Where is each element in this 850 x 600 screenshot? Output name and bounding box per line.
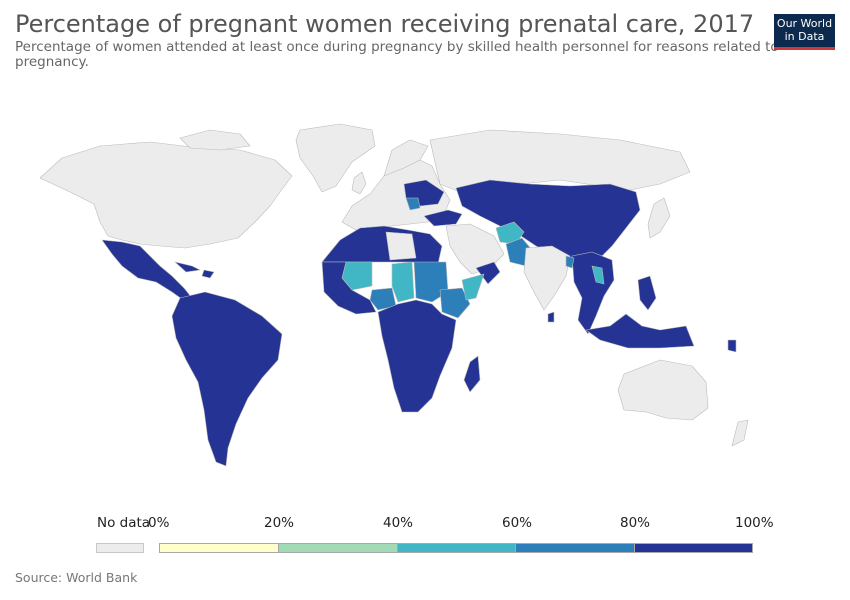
region-greenland[interactable] xyxy=(295,123,376,193)
region-libya[interactable] xyxy=(385,231,417,261)
logo-line-2: in Data xyxy=(784,30,825,43)
region-new-zealand[interactable] xyxy=(731,419,749,447)
region-japan[interactable] xyxy=(647,197,671,239)
region-madagascar[interactable] xyxy=(463,355,481,393)
region-philippines[interactable] xyxy=(637,275,657,311)
region-russia[interactable] xyxy=(429,129,691,193)
region-australia[interactable] xyxy=(617,359,709,421)
region-west-africa[interactable] xyxy=(321,261,377,315)
region-mexico-central-america[interactable] xyxy=(101,239,193,303)
legend-bin-60-80[interactable] xyxy=(515,543,634,553)
world-map[interactable] xyxy=(0,75,850,495)
region-sri-lanka[interactable] xyxy=(547,311,555,323)
region-laos[interactable] xyxy=(591,265,605,285)
chart-subtitle: Percentage of women attended at least on… xyxy=(15,39,779,70)
region-asia-high[interactable] xyxy=(455,179,641,263)
region-balkans[interactable] xyxy=(405,197,421,211)
region-indonesia[interactable] xyxy=(585,313,695,349)
logo-line-1: Our World xyxy=(776,17,833,30)
region-caribbean[interactable] xyxy=(174,261,201,273)
legend-label-0: 0% xyxy=(148,515,170,531)
chart-title: Percentage of pregnant women receiving p… xyxy=(15,10,755,38)
legend: No data 0% 20% 40% 60% 80% 100% xyxy=(0,500,850,560)
owid-logo[interactable]: Our World in Data xyxy=(774,14,835,50)
region-central-southern-africa[interactable] xyxy=(377,299,457,413)
region-ethiopia[interactable] xyxy=(439,287,471,319)
region-pacific-islands[interactable] xyxy=(727,339,737,353)
region-scandinavia[interactable] xyxy=(383,139,429,177)
region-arctic-islands[interactable] xyxy=(179,129,251,151)
legend-bin-80-100[interactable] xyxy=(634,543,753,553)
legend-label-80: 80% xyxy=(620,515,651,531)
legend-label-40: 40% xyxy=(383,515,414,531)
region-afghanistan[interactable] xyxy=(495,221,525,245)
region-oman-yemen[interactable] xyxy=(475,261,501,285)
region-north-africa[interactable] xyxy=(321,225,443,265)
region-chad-niger[interactable] xyxy=(391,261,415,303)
legend-bin-20-40[interactable] xyxy=(278,543,397,553)
legend-bin-0-20[interactable] xyxy=(159,543,278,553)
region-somalia[interactable] xyxy=(461,273,485,301)
region-north-america[interactable] xyxy=(39,141,293,249)
region-south-america[interactable] xyxy=(171,291,283,467)
legend-nodata-swatch[interactable] xyxy=(96,543,144,553)
region-india[interactable] xyxy=(523,245,571,311)
source-note: Source: World Bank xyxy=(15,570,138,585)
legend-label-100: 100% xyxy=(735,515,774,531)
legend-bin-40-60[interactable] xyxy=(397,543,515,553)
legend-nodata-label: No data xyxy=(97,515,151,531)
legend-label-20: 20% xyxy=(264,515,295,531)
region-uk[interactable] xyxy=(351,171,367,195)
region-myanmar-west[interactable] xyxy=(565,255,575,269)
region-caribbean-east[interactable] xyxy=(201,269,215,279)
legend-label-60: 60% xyxy=(502,515,533,531)
region-nigeria[interactable] xyxy=(369,287,397,311)
region-sudan[interactable] xyxy=(413,261,449,303)
region-turkey[interactable] xyxy=(423,209,463,227)
region-southeast-asia[interactable] xyxy=(571,251,615,335)
